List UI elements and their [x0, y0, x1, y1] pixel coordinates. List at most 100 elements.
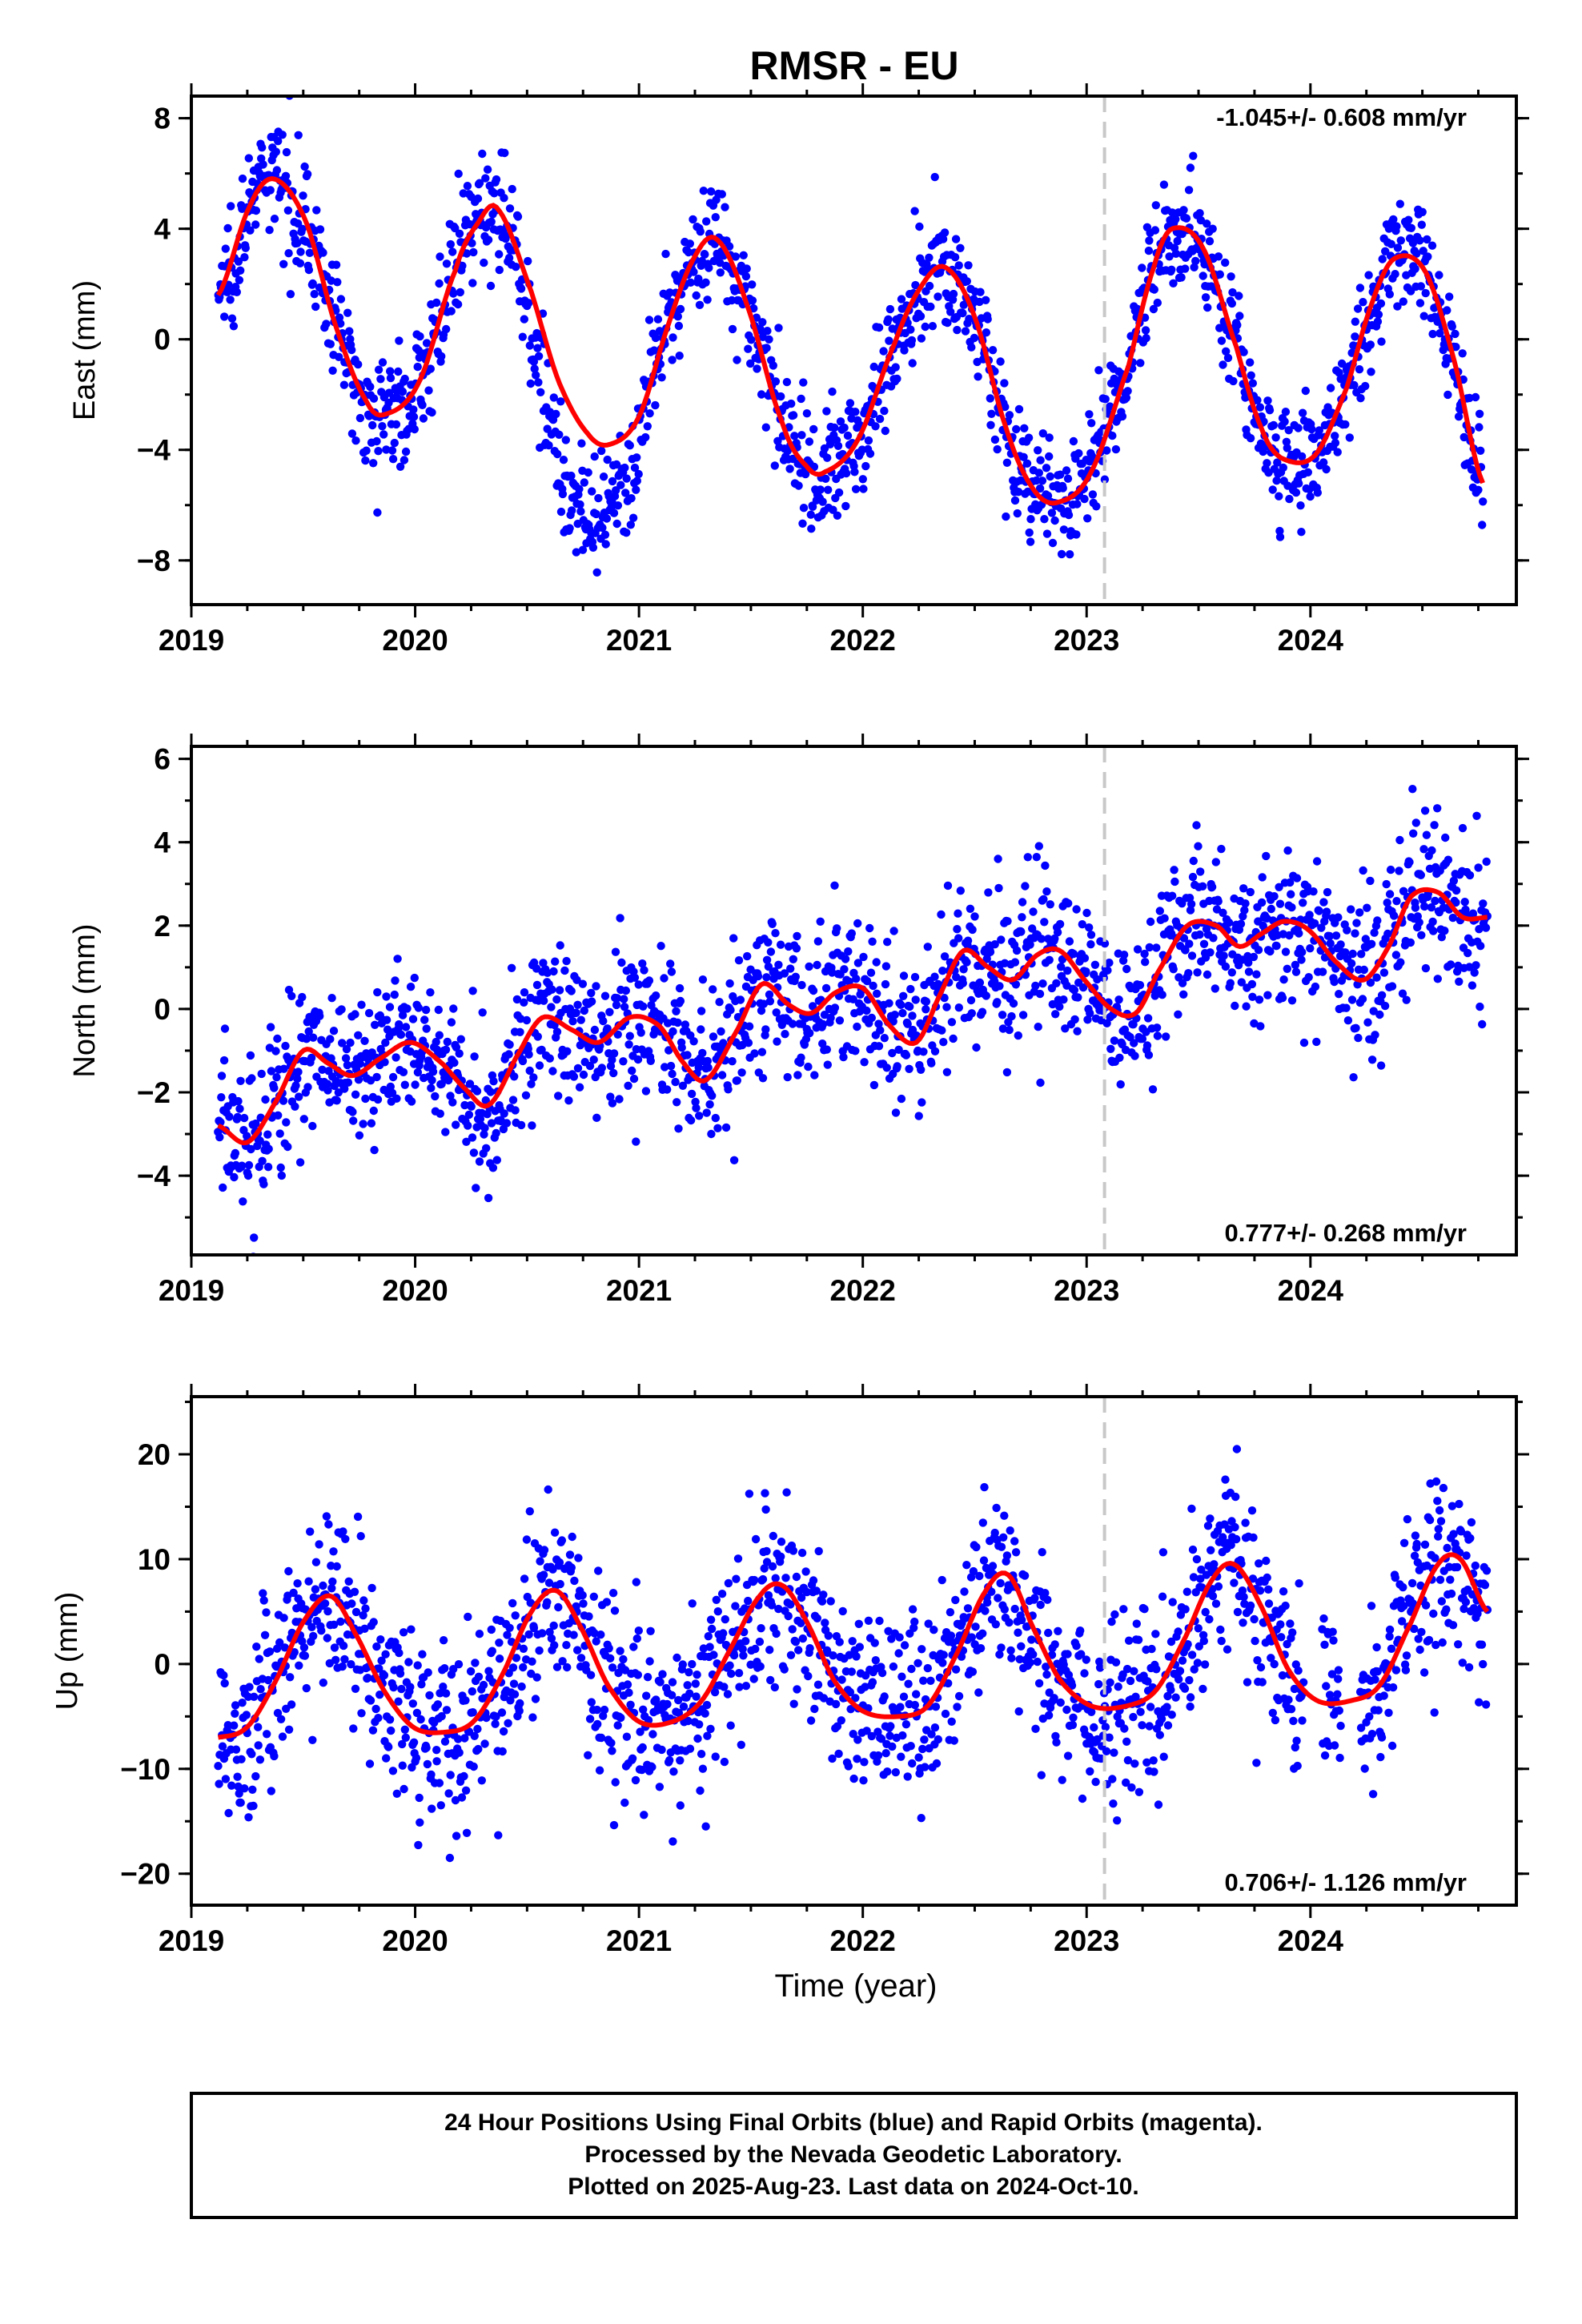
data-point — [837, 1675, 846, 1684]
data-point — [1451, 329, 1460, 339]
data-point — [971, 1622, 980, 1631]
data-point — [987, 409, 996, 418]
data-point — [544, 1578, 554, 1587]
data-point — [548, 1565, 557, 1574]
data-point — [588, 543, 598, 552]
data-point — [470, 1731, 479, 1740]
data-point — [1406, 938, 1415, 947]
data-point — [1147, 1644, 1156, 1654]
data-point — [1265, 406, 1275, 415]
data-point — [235, 275, 244, 284]
data-point — [847, 929, 857, 938]
data-point — [1181, 1605, 1190, 1614]
data-point — [302, 1683, 311, 1693]
data-point — [1371, 1031, 1379, 1039]
data-point — [489, 1077, 498, 1086]
data-point — [273, 1034, 282, 1043]
data-point — [426, 988, 435, 997]
data-point — [227, 1781, 236, 1790]
data-point — [953, 325, 962, 335]
data-point — [1152, 1023, 1162, 1032]
data-point — [726, 1006, 735, 1015]
data-point — [271, 147, 280, 156]
x-tick-label: 2024 — [1278, 624, 1344, 657]
data-point — [516, 1699, 524, 1708]
data-point — [733, 356, 741, 364]
data-point — [1129, 1712, 1138, 1722]
data-point — [975, 297, 984, 307]
data-point — [1239, 348, 1248, 356]
data-point — [600, 1705, 609, 1715]
data-point — [452, 1043, 461, 1052]
data-point — [1010, 1537, 1019, 1546]
data-point — [1322, 907, 1331, 916]
data-point — [1271, 433, 1280, 442]
data-point — [351, 1607, 361, 1617]
data-point — [1174, 1675, 1183, 1684]
data-point — [765, 997, 775, 1006]
data-point — [1192, 1554, 1202, 1564]
data-point — [329, 1027, 339, 1035]
data-point — [1348, 949, 1357, 959]
data-point — [1086, 931, 1096, 939]
data-point — [1476, 942, 1485, 951]
data-point — [1214, 252, 1223, 261]
data-point — [598, 523, 607, 533]
data-point — [587, 1698, 596, 1707]
data-point — [1083, 1015, 1092, 1024]
data-point — [286, 290, 295, 299]
data-point — [1191, 256, 1200, 266]
data-point — [652, 991, 661, 1000]
data-point — [382, 445, 391, 454]
data-point — [422, 1743, 431, 1752]
data-point — [449, 1004, 458, 1013]
data-point — [547, 1003, 556, 1011]
data-point — [908, 359, 917, 368]
data-point — [885, 304, 895, 314]
data-point — [1211, 1599, 1221, 1608]
data-point — [826, 1597, 835, 1606]
data-point — [1040, 515, 1049, 524]
data-point — [1454, 412, 1464, 421]
data-point — [921, 997, 931, 1006]
data-point — [817, 1039, 827, 1048]
data-point — [748, 296, 757, 305]
data-point — [1151, 1630, 1160, 1638]
data-point — [540, 1546, 549, 1554]
data-point — [1020, 424, 1029, 432]
data-point — [1070, 1015, 1079, 1024]
data-point — [1393, 302, 1402, 311]
data-point — [1173, 236, 1182, 246]
data-point — [849, 1774, 858, 1783]
data-point — [704, 1063, 713, 1072]
data-point — [1145, 943, 1154, 952]
data-point — [1334, 913, 1343, 922]
data-point — [1278, 993, 1287, 1003]
data-point — [999, 1533, 1008, 1542]
data-point — [306, 1527, 315, 1536]
data-point — [243, 1132, 251, 1140]
data-point — [1003, 917, 1012, 926]
data-point — [1034, 1023, 1042, 1031]
data-point — [349, 1116, 358, 1125]
data-point — [1367, 939, 1376, 949]
data-point — [637, 1765, 646, 1775]
data-point — [932, 1759, 942, 1768]
data-point — [1171, 1693, 1180, 1702]
data-point — [363, 1674, 372, 1683]
data-point — [1031, 981, 1040, 991]
data-point — [1038, 979, 1047, 988]
data-point — [891, 1767, 901, 1777]
data-point — [867, 1013, 877, 1023]
data-point — [868, 1678, 877, 1687]
data-point — [1206, 1514, 1215, 1523]
data-point — [1138, 1721, 1146, 1730]
data-point — [1199, 1684, 1207, 1694]
data-point — [309, 1631, 318, 1641]
data-point — [897, 1752, 905, 1761]
data-point — [436, 252, 444, 261]
data-point — [633, 1055, 643, 1064]
data-point — [480, 1130, 488, 1139]
data-point — [1158, 1548, 1168, 1557]
data-point — [1273, 458, 1282, 467]
